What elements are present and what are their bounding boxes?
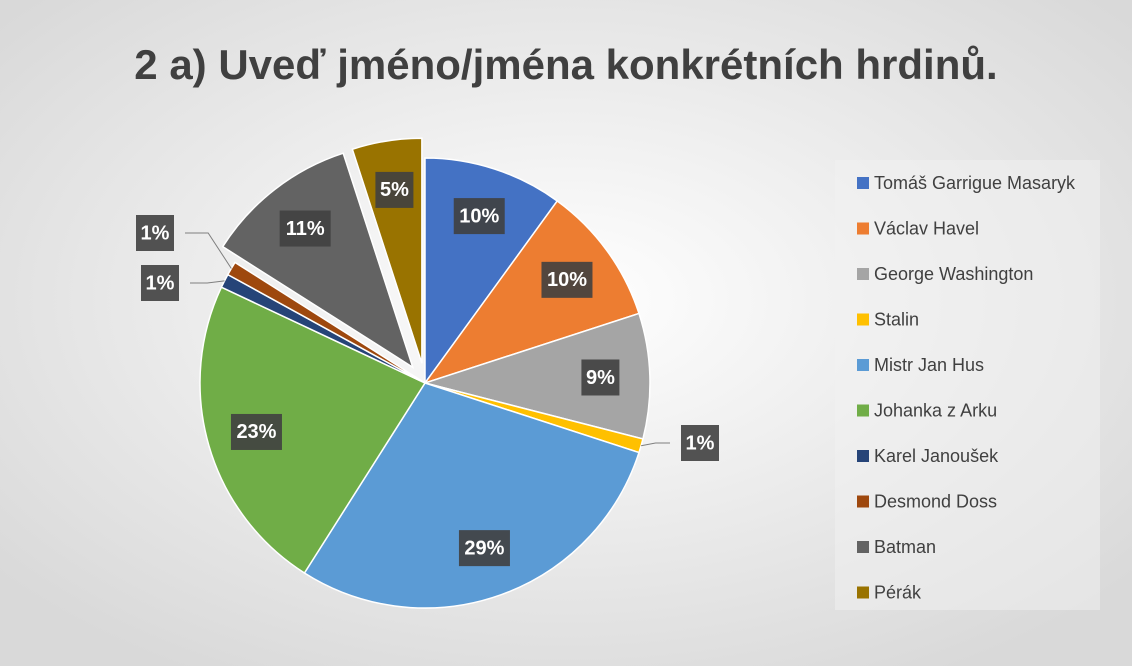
data-label: 9% [586,367,615,389]
data-label: 11% [286,218,325,240]
pie-slice [303,382,640,609]
data-label: 23% [236,421,276,443]
label-box [453,198,505,235]
legend-text: Batman [874,537,936,557]
pie-slice [199,286,427,575]
label-box [230,413,282,450]
legend-swatch [857,359,869,371]
leader-line [185,232,232,269]
data-label: 29% [464,537,504,559]
data-label: 10% [547,269,587,291]
pie-labels: 10% 10% 9% 1% 29% 23% 1% 1% 11% 5% [136,171,719,567]
label-box [375,171,414,208]
data-label: 1% [686,432,715,454]
legend-text: Tomáš Garrigue Masaryk [874,173,1076,193]
data-label: 5% [380,179,409,201]
label-box [458,530,510,567]
legend: Tomáš Garrigue Masaryk Václav Havel George… [835,160,1100,610]
label-box [681,425,719,461]
pie-slice [422,312,651,440]
legend-swatch [857,586,869,599]
data-label: 1% [141,222,170,244]
label-box [581,359,620,396]
legend-box [835,160,1100,610]
legend-swatch [857,495,869,508]
legend-text: Mistr Jan Hus [874,355,984,375]
legend-text: Desmond Doss [874,491,997,511]
legend-text: Karel Janoušek [874,446,999,466]
legend-swatch [857,541,869,553]
legend-text: Stalin [874,309,919,329]
legend-swatch [857,313,869,326]
legend-swatch [857,177,869,189]
legend-text: George Washington [874,264,1033,284]
legend-text: Johanka z Arku [874,400,997,420]
pie-slice [221,152,415,369]
leader-line [190,280,225,284]
legend-swatch [857,268,869,280]
label-box [541,261,593,298]
chart-title: 2 a) Uveď jméno/jména konkrétních hrdinů… [134,41,997,88]
pie-slice [423,199,640,385]
leader-line [640,442,670,447]
legend-swatch [857,404,869,417]
legend-swatch [857,222,869,235]
legend-swatch [857,450,869,462]
data-label: 1% [146,272,175,294]
label-box [141,265,179,301]
label-box [279,210,331,247]
legend-text: Pérák [874,582,922,602]
label-box [136,215,174,251]
data-label: 10% [459,205,499,227]
legend-text: Václav Havel [874,218,979,238]
